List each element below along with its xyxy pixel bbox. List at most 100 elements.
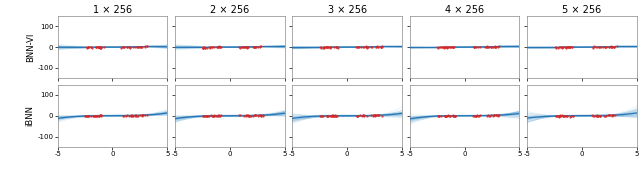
Point — [606, 45, 616, 48]
Title: 3 × 256: 3 × 256 — [328, 5, 367, 15]
Point — [138, 114, 148, 116]
Point — [490, 45, 500, 48]
Point — [140, 45, 150, 48]
Point — [596, 46, 607, 49]
Point — [315, 46, 325, 48]
Point — [331, 114, 341, 117]
Point — [88, 115, 99, 117]
Point — [607, 115, 618, 117]
Point — [587, 114, 597, 117]
Point — [322, 114, 332, 117]
Point — [564, 46, 575, 48]
Point — [332, 46, 342, 48]
Point — [318, 46, 328, 49]
Point — [250, 114, 260, 117]
Point — [567, 46, 577, 48]
Point — [207, 46, 218, 49]
Point — [243, 46, 253, 48]
Point — [556, 114, 566, 117]
Point — [449, 45, 459, 48]
Point — [591, 115, 602, 117]
Point — [243, 46, 253, 49]
Point — [370, 114, 380, 117]
Point — [595, 114, 605, 117]
Point — [371, 113, 381, 116]
Point — [607, 45, 618, 48]
Point — [83, 46, 93, 49]
Point — [450, 114, 460, 117]
Point — [592, 114, 602, 117]
Point — [242, 46, 252, 48]
Point — [353, 114, 363, 117]
Point — [563, 45, 573, 48]
Point — [246, 115, 256, 117]
Point — [128, 45, 138, 48]
Point — [132, 46, 143, 49]
Point — [82, 115, 92, 117]
Point — [234, 114, 244, 117]
Point — [441, 115, 451, 118]
Point — [95, 114, 105, 117]
Point — [91, 115, 101, 117]
Point — [86, 114, 97, 117]
Point — [490, 46, 500, 48]
Point — [588, 46, 598, 49]
Point — [242, 114, 252, 117]
Point — [208, 115, 218, 117]
Point — [605, 114, 615, 116]
Point — [566, 114, 576, 117]
Point — [355, 114, 365, 117]
Point — [258, 114, 268, 117]
Point — [598, 46, 609, 49]
Point — [471, 114, 481, 117]
Point — [137, 114, 147, 116]
Point — [90, 46, 100, 49]
Point — [358, 114, 369, 117]
Point — [483, 45, 493, 48]
Point — [472, 114, 483, 117]
Point — [319, 46, 330, 48]
Point — [214, 46, 224, 49]
Point — [377, 45, 387, 48]
Point — [557, 45, 567, 48]
Point — [137, 114, 147, 117]
Point — [250, 46, 260, 49]
Title: 4 × 256: 4 × 256 — [445, 5, 484, 15]
Point — [484, 115, 494, 117]
Point — [445, 46, 455, 48]
Point — [82, 46, 92, 49]
Point — [372, 114, 382, 116]
Point — [553, 47, 563, 49]
Point — [198, 47, 209, 50]
Point — [327, 114, 337, 117]
Point — [470, 115, 480, 118]
Point — [235, 46, 245, 49]
Point — [561, 46, 571, 49]
Point — [118, 46, 129, 49]
Point — [442, 45, 452, 48]
Point — [591, 45, 601, 48]
Point — [445, 115, 456, 118]
Point — [122, 45, 132, 48]
Point — [352, 115, 362, 118]
Point — [249, 114, 259, 117]
Point — [440, 114, 450, 117]
Point — [255, 46, 265, 48]
Point — [358, 115, 369, 118]
Point — [198, 115, 208, 118]
Point — [607, 46, 618, 48]
Point — [440, 114, 451, 117]
Point — [216, 114, 226, 117]
Point — [366, 45, 376, 48]
Point — [239, 115, 249, 118]
Point — [129, 46, 140, 48]
Point — [493, 45, 504, 48]
Point — [316, 114, 326, 117]
Point — [209, 115, 220, 117]
Point — [327, 115, 337, 117]
Point — [80, 114, 90, 117]
Point — [315, 115, 325, 117]
Point — [605, 45, 616, 48]
Point — [119, 46, 129, 49]
Point — [255, 114, 266, 117]
